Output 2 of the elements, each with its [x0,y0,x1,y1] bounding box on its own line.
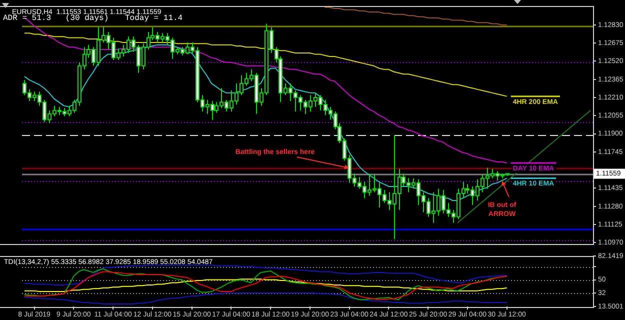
annotation: ADR = 51.3 (30 days) [3,14,109,24]
annotation: Today = 11.4 [125,14,183,24]
